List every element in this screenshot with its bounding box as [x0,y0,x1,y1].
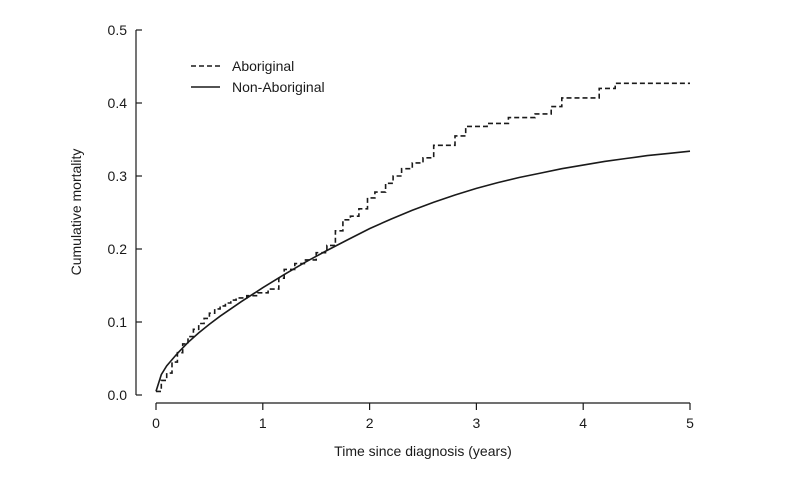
series-line-non-aboriginal [155,150,691,392]
legend: Aboriginal Non-Aboriginal [191,58,325,95]
x-tick-label: 4 [579,415,587,431]
series-line-aboriginal [156,82,690,393]
x-axis: 0 1 2 3 4 5 Time since diagnosis (years) [152,402,694,459]
x-tick-label: 0 [152,415,160,431]
x-tick-label: 1 [259,415,267,431]
plot-area [155,82,691,393]
legend-label-aboriginal: Aboriginal [232,58,294,74]
y-tick-label: 0.0 [108,387,128,403]
x-tick-label: 3 [473,415,481,431]
y-tick-label: 0.5 [108,22,128,38]
y-tick-label: 0.3 [108,168,128,184]
legend-label-non-aboriginal: Non-Aboriginal [232,79,325,95]
y-ticks: 0.0 0.1 0.2 0.3 0.4 0.5 [108,22,142,403]
y-tick-label: 0.2 [108,241,128,257]
x-axis-title: Time since diagnosis (years) [334,443,512,459]
y-tick-label: 0.4 [108,95,128,111]
y-axis-title: Cumulative mortality [68,149,84,276]
x-ticks: 0 1 2 3 4 5 [152,403,694,431]
y-axis: 0.0 0.1 0.2 0.3 0.4 0.5 Cumulative mortality [68,22,142,403]
x-tick-label: 2 [366,415,374,431]
x-tick-label: 5 [686,415,694,431]
y-tick-label: 0.1 [108,314,128,330]
